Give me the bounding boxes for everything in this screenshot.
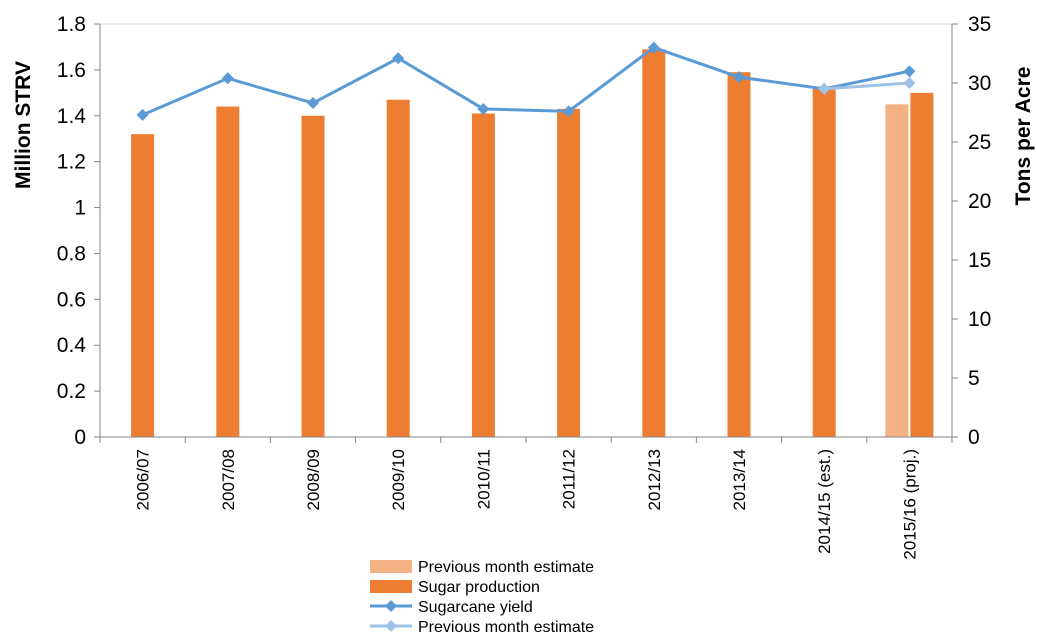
legend-swatch-previous-month-estimate xyxy=(370,560,412,573)
line-layer xyxy=(136,41,916,121)
y-right-tick-label: 15 xyxy=(968,249,991,272)
x-tick-label: 2014/15 (est.) xyxy=(815,449,834,554)
legend-swatch-sugar-production xyxy=(370,580,412,593)
y-left-tick-label: 1 xyxy=(74,197,86,220)
y-right-tick-label: 0 xyxy=(968,426,980,449)
legend-marker-sugarcane-yield xyxy=(385,600,397,612)
bar-sugar-production xyxy=(727,72,751,437)
y-right-tick-label: 10 xyxy=(968,308,991,331)
legend-label: Previous month estimate xyxy=(418,559,594,576)
point-sugarcane-yield xyxy=(221,72,234,85)
x-tick-label: 2013/14 xyxy=(730,449,749,510)
point-sugarcane-yield xyxy=(562,105,575,118)
line-sugarcane-yield xyxy=(142,45,910,117)
x-tick-label: 2012/13 xyxy=(645,449,664,510)
axes xyxy=(94,23,958,443)
point-sugarcane-yield xyxy=(733,71,745,84)
y-left-tick-label: 0 xyxy=(74,426,86,449)
y-left-tick-label: 0.2 xyxy=(57,380,86,403)
legend-marker-previous-month-estimate xyxy=(385,620,397,632)
legend-label: Sugar production xyxy=(418,579,540,596)
bar-previous-month-estimate xyxy=(885,104,909,438)
legend-label: Sugarcane yield xyxy=(418,599,533,616)
x-tick-label: 2010/11 xyxy=(474,449,493,509)
y-right-tick-label: 30 xyxy=(968,72,991,95)
y-right-tick-label: 5 xyxy=(968,367,980,390)
y-axis-right-title: Tons per Acre xyxy=(1012,67,1035,206)
bar-sugar-production xyxy=(131,134,155,437)
bar-sugar-production xyxy=(557,108,581,438)
point-sugarcane-yield xyxy=(307,97,319,110)
point-sugarcane-yield xyxy=(392,52,405,65)
point-sugarcane-yield xyxy=(903,65,916,78)
y-axis-left-title: Million STRV xyxy=(12,61,35,189)
legend-label: Previous month estimate xyxy=(418,619,594,636)
legend: Previous month estimate Sugar production S… xyxy=(370,559,594,636)
y-right-tick-label: 25 xyxy=(968,131,991,154)
line-previous-month-estimate xyxy=(824,81,910,91)
y-left-tick-label: 1.6 xyxy=(57,59,86,82)
y-left-tick-label: 0.4 xyxy=(57,334,87,357)
point-sugarcane-yield xyxy=(136,108,149,121)
y-left-tick-label: 1.2 xyxy=(57,151,86,174)
bar-layer xyxy=(131,49,934,438)
point-previous-month-estimate xyxy=(903,77,916,89)
y-left-tick-label: 0.6 xyxy=(57,288,86,311)
x-tick-label: 2006/07 xyxy=(134,449,153,510)
point-previous-month-estimate xyxy=(818,82,831,95)
x-tick-label: 2015/16 (proj.) xyxy=(900,449,919,560)
bar-sugar-production xyxy=(642,49,666,437)
point-sugarcane-yield xyxy=(647,41,660,54)
bar-sugar-production xyxy=(812,88,836,437)
y-right-tick-label: 20 xyxy=(968,190,991,213)
x-tick-label: 2011/12 xyxy=(560,449,579,509)
y-right-tick-label: 35 xyxy=(968,13,991,36)
bar-sugar-production xyxy=(910,92,934,437)
y-left-tick-label: 1.4 xyxy=(57,105,87,128)
y-left-tick-label: 1.8 xyxy=(57,13,86,36)
bar-sugar-production xyxy=(386,99,410,437)
x-tick-label: 2008/09 xyxy=(304,449,323,510)
bar-sugar-production xyxy=(301,115,325,438)
bar-sugar-production xyxy=(216,106,240,437)
bar-sugar-production xyxy=(471,113,495,437)
x-tick-label: 2009/10 xyxy=(389,449,408,510)
y-left-tick-label: 0.8 xyxy=(57,242,86,265)
x-tick-label: 2007/08 xyxy=(219,449,238,510)
tick-labels: 0 0.2 0.4 0.6 0.8 1 1.2 1.4 1.6 1.8 0 5 10 15 20 25 30 35… xyxy=(57,13,992,560)
point-sugarcane-yield xyxy=(477,102,490,115)
